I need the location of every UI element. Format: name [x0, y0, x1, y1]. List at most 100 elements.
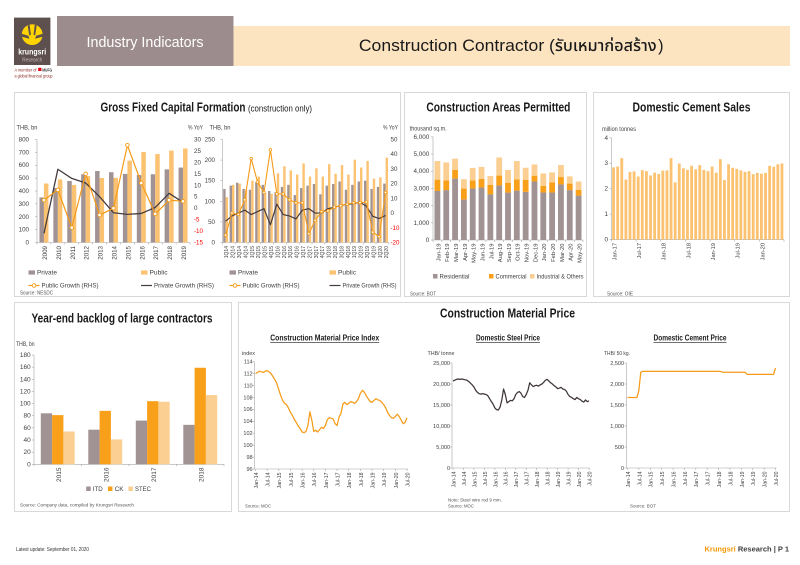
svg-text:Construction Areas Permitted: Construction Areas Permitted	[426, 101, 570, 115]
svg-text:Krungsri Research | P 1: Krungsri Research | P 1	[704, 545, 789, 554]
svg-text:50: 50	[391, 137, 398, 144]
svg-text:4: 4	[604, 135, 608, 142]
svg-text:MUFG: MUFG	[42, 68, 52, 73]
svg-text:3Q17: 3Q17	[314, 246, 320, 258]
svg-text:2018: 2018	[198, 467, 205, 482]
svg-text:100: 100	[205, 198, 216, 205]
svg-text:1: 1	[604, 211, 608, 218]
svg-text:2016: 2016	[139, 245, 146, 259]
svg-text:thousand sq.m.: thousand sq.m.	[410, 127, 447, 133]
svg-text:0: 0	[27, 461, 31, 468]
svg-text:6,000: 6,000	[414, 134, 430, 141]
svg-text:300: 300	[19, 201, 30, 208]
svg-text:120: 120	[20, 388, 31, 395]
svg-text:THB, bn: THB, bn	[17, 125, 39, 132]
svg-text:Jan-20: Jan-20	[577, 471, 583, 487]
svg-text:2Q14: 2Q14	[231, 246, 237, 258]
svg-text:4Q14: 4Q14	[243, 246, 249, 258]
svg-text:Jan-18: Jan-18	[662, 243, 668, 260]
svg-text:Jul-19: Jul-19	[489, 244, 495, 260]
svg-text:Jul-20: Jul-20	[587, 471, 593, 485]
svg-text:-10: -10	[194, 228, 204, 235]
svg-text:Jul-18: Jul-18	[546, 471, 552, 485]
svg-text:150: 150	[205, 178, 216, 185]
svg-text:Jan-20: Jan-20	[763, 471, 769, 487]
svg-text:Source: OIE: Source: OIE	[607, 292, 634, 298]
svg-text:Jul-17: Jul-17	[335, 472, 341, 486]
svg-text:3,000: 3,000	[414, 185, 430, 192]
svg-text:Jan-16: Jan-16	[301, 472, 307, 488]
svg-text:112: 112	[244, 371, 253, 377]
svg-text:Jan-14: Jan-14	[626, 471, 632, 487]
svg-text:Jan-16: Jan-16	[671, 471, 677, 487]
svg-text:250: 250	[205, 137, 216, 144]
svg-text:CK: CK	[115, 486, 125, 493]
svg-text:98: 98	[246, 455, 252, 461]
svg-text:Jan-19: Jan-19	[711, 243, 717, 260]
svg-text:40: 40	[23, 437, 31, 444]
svg-text:Jan-15: Jan-15	[277, 472, 283, 488]
svg-text:Public: Public	[150, 269, 168, 276]
svg-text:20,000: 20,000	[433, 382, 450, 388]
svg-text:Jan-19: Jan-19	[556, 471, 562, 487]
svg-text:80: 80	[23, 413, 31, 420]
svg-text:0: 0	[604, 237, 608, 244]
svg-text:krungsri: krungsri	[18, 48, 46, 57]
svg-text:2Q16: 2Q16	[282, 246, 288, 258]
svg-text:0: 0	[621, 466, 624, 472]
svg-text:15,000: 15,000	[433, 403, 450, 409]
svg-text:106: 106	[243, 407, 252, 413]
svg-text:108: 108	[243, 395, 252, 401]
svg-text:0: 0	[391, 210, 395, 217]
svg-text:1,000: 1,000	[414, 220, 430, 227]
svg-text:20: 20	[23, 449, 31, 456]
svg-text:2017: 2017	[153, 245, 160, 259]
svg-text:Source: MOC: Source: MOC	[448, 504, 474, 510]
svg-text:Construction Material Price In: Construction Material Price Index	[270, 334, 380, 343]
svg-text:Industrial & Others: Industrial & Others	[537, 275, 584, 281]
svg-text:-15: -15	[194, 240, 204, 247]
svg-text:15: 15	[194, 171, 201, 178]
svg-text:Jul-16: Jul-16	[312, 472, 318, 486]
svg-text:-20: -20	[391, 240, 401, 247]
svg-text:10: 10	[194, 182, 201, 189]
svg-text:Jan-18: Jan-18	[347, 472, 353, 488]
svg-text:Year-end backlog of large cont: Year-end backlog of large contractors	[32, 311, 213, 325]
svg-text:3Q15: 3Q15	[263, 246, 269, 258]
svg-text:3Q14: 3Q14	[237, 246, 243, 258]
svg-text:THB/ 50 kg.: THB/ 50 kg.	[604, 351, 630, 357]
svg-text:Jan-17: Jan-17	[324, 472, 330, 488]
svg-text:0: 0	[26, 240, 30, 247]
svg-text:Jan-18: Jan-18	[535, 471, 541, 487]
svg-text:20: 20	[391, 181, 398, 188]
svg-text:Residential: Residential	[440, 275, 470, 281]
svg-text:Private: Private	[238, 269, 259, 276]
svg-text:3Q16: 3Q16	[288, 246, 294, 258]
svg-text:4Q19: 4Q19	[371, 246, 377, 258]
svg-text:2015: 2015	[56, 467, 63, 482]
svg-text:2Q17: 2Q17	[307, 246, 313, 258]
svg-text:Note: Steel wire rod 9 mm.: Note: Steel wire rod 9 mm.	[448, 497, 502, 503]
svg-text:1,500: 1,500	[610, 403, 624, 409]
svg-text:Jan-20: Jan-20	[760, 243, 766, 260]
svg-text:Jan-15: Jan-15	[472, 471, 478, 487]
svg-text:1Q19: 1Q19	[352, 246, 358, 258]
svg-text:Industry Indicators: Industry Indicators	[87, 34, 204, 51]
svg-text:THB, bn: THB, bn	[210, 125, 232, 132]
svg-text:Feb-19: Feb-19	[445, 244, 451, 262]
svg-text:ITD: ITD	[93, 486, 103, 493]
svg-text:Jan-16: Jan-16	[493, 471, 499, 487]
svg-text:Commercial: Commercial	[496, 275, 527, 281]
svg-text:4Q16: 4Q16	[295, 246, 301, 258]
svg-text:Jul-20: Jul-20	[774, 471, 780, 485]
svg-text:Feb-20: Feb-20	[551, 244, 557, 262]
svg-text:100: 100	[19, 227, 30, 234]
svg-text:20: 20	[194, 159, 201, 166]
svg-text:Jul-15: Jul-15	[483, 471, 489, 485]
svg-text:160: 160	[20, 364, 31, 371]
svg-text:Jul-19: Jul-19	[382, 472, 388, 486]
svg-text:25,000: 25,000	[433, 361, 450, 367]
svg-text:Domestic Cement Sales: Domestic Cement Sales	[633, 101, 751, 115]
svg-text:Aug-19: Aug-19	[498, 244, 504, 263]
svg-text:2017: 2017	[151, 467, 158, 482]
